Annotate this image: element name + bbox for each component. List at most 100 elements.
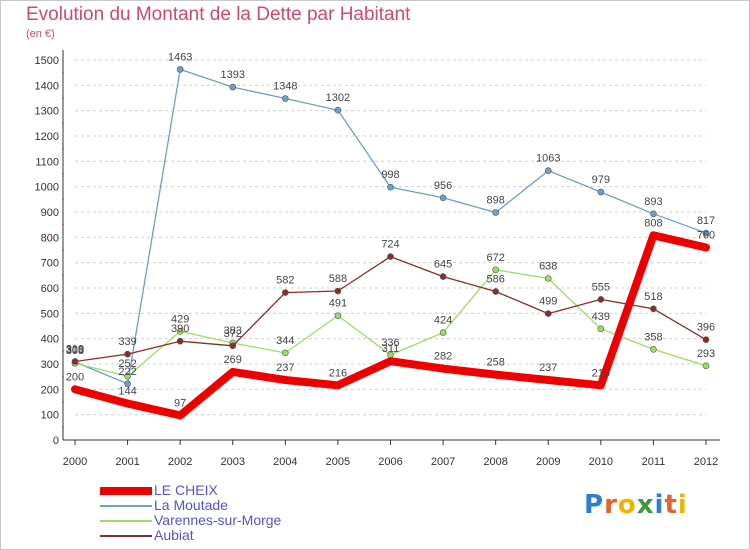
legend-label: Aubiat xyxy=(154,527,194,543)
data-point xyxy=(702,229,710,237)
legend-swatch xyxy=(100,534,152,537)
data-point xyxy=(387,183,394,191)
data-point xyxy=(439,329,447,336)
x-tick-label: 2007 xyxy=(431,456,455,468)
y-tick-label: 400 xyxy=(41,334,59,346)
data-label: 586 xyxy=(486,274,504,286)
data-label: 724 xyxy=(381,239,399,251)
y-tick-label: 600 xyxy=(41,283,59,295)
data-label: 97 xyxy=(174,397,186,409)
y-tick-label: 700 xyxy=(41,258,59,270)
data-point xyxy=(492,266,499,274)
y-tick-label: 100 xyxy=(41,410,59,422)
data-label: 311 xyxy=(382,343,400,355)
data-point xyxy=(334,287,342,295)
data-point xyxy=(176,337,184,345)
logo-letter: r xyxy=(604,490,618,520)
data-label: 672 xyxy=(486,252,504,264)
data-label: 760 xyxy=(697,229,715,241)
data-point xyxy=(544,275,552,282)
data-point xyxy=(597,188,605,196)
legend-swatch xyxy=(100,486,152,495)
data-label: 258 xyxy=(486,357,504,369)
data-label: 282 xyxy=(434,351,452,363)
data-label: 817 xyxy=(697,215,715,227)
data-label: 216 xyxy=(329,367,347,379)
data-point xyxy=(702,336,710,343)
data-label: 424 xyxy=(434,315,452,327)
unit-label: (en €) xyxy=(26,28,55,40)
data-label: 269 xyxy=(224,354,242,366)
data-label: 1063 xyxy=(536,153,560,165)
data-label: 555 xyxy=(592,281,610,293)
x-tick-label: 2012 xyxy=(694,456,718,468)
data-point xyxy=(544,167,552,175)
logo-letter: x xyxy=(636,490,655,520)
logo-letter: t xyxy=(664,490,678,520)
data-label: 237 xyxy=(276,362,294,374)
x-tick-label: 2001 xyxy=(115,456,139,468)
y-axis-ticks: 0 100 200 300 400 500 600 700 800 900 1000 1100 1200… xyxy=(35,55,64,447)
logo-letter: i xyxy=(654,490,665,520)
data-label: 339 xyxy=(118,336,136,348)
data-point xyxy=(71,358,79,365)
data-label: 293 xyxy=(697,348,715,360)
logo-letter: o xyxy=(617,490,637,520)
proxiti-logo: Proxiti xyxy=(584,490,688,520)
data-labels: 200 144 97 269 237 216 311 282 258 237 216 808 760 30… xyxy=(66,51,715,409)
data-label: 396 xyxy=(697,322,715,334)
data-point xyxy=(597,325,605,333)
data-point xyxy=(702,362,710,370)
series-group xyxy=(71,66,710,420)
data-label: 222 xyxy=(118,366,136,378)
legend-label: LE CHEIX xyxy=(154,482,218,498)
data-label: 808 xyxy=(644,217,662,229)
x-tick-label: 2005 xyxy=(326,456,350,468)
legend-label: Varennes-sur-Morge xyxy=(154,512,282,528)
data-point xyxy=(282,289,289,296)
data-label: 491 xyxy=(329,298,347,310)
y-tick-label: 1100 xyxy=(35,156,59,168)
data-point xyxy=(229,342,237,350)
data-label: 1463 xyxy=(168,51,192,63)
data-label: 308 xyxy=(66,344,84,356)
y-tick-label: 900 xyxy=(41,207,59,219)
data-point xyxy=(650,210,657,218)
y-tick-label: 1500 xyxy=(35,55,59,67)
y-tick-label: 1000 xyxy=(35,182,59,194)
x-tick-label: 2003 xyxy=(221,456,245,468)
data-point xyxy=(439,194,447,202)
data-point xyxy=(176,66,184,73)
data-label: 344 xyxy=(276,335,294,347)
x-tick-label: 2006 xyxy=(378,456,402,468)
data-point xyxy=(492,288,499,295)
y-tick-label: 200 xyxy=(41,384,59,396)
y-tick-label: 300 xyxy=(41,359,59,371)
y-tick-label: 1400 xyxy=(35,80,59,92)
data-label: 638 xyxy=(539,260,557,272)
axes xyxy=(62,50,720,441)
data-label: 429 xyxy=(171,313,189,325)
legend-swatch xyxy=(100,519,152,522)
data-label: 383 xyxy=(224,325,242,337)
x-tick-label: 2004 xyxy=(273,456,297,468)
data-label: 358 xyxy=(644,331,662,343)
data-label: 1393 xyxy=(221,69,245,81)
data-point xyxy=(124,380,131,388)
data-point xyxy=(124,350,131,358)
data-point xyxy=(282,95,289,102)
data-point xyxy=(544,310,552,317)
data-label: 252 xyxy=(118,358,136,370)
x-axis-ticks: 2000 2001 2002 2003 2004 2005 2006 2007 2008 2009… xyxy=(63,440,718,468)
data-label: 499 xyxy=(539,296,557,308)
data-label: 998 xyxy=(381,169,399,181)
data-point xyxy=(439,273,447,280)
data-point xyxy=(282,349,289,357)
data-label: 310 xyxy=(66,343,84,355)
chart-title: Evolution du Montant de la Dette par Hab… xyxy=(26,4,411,25)
data-point xyxy=(334,312,342,319)
data-label: 439 xyxy=(592,311,610,323)
data-label: 1302 xyxy=(326,92,350,104)
data-label: 200 xyxy=(66,371,84,383)
